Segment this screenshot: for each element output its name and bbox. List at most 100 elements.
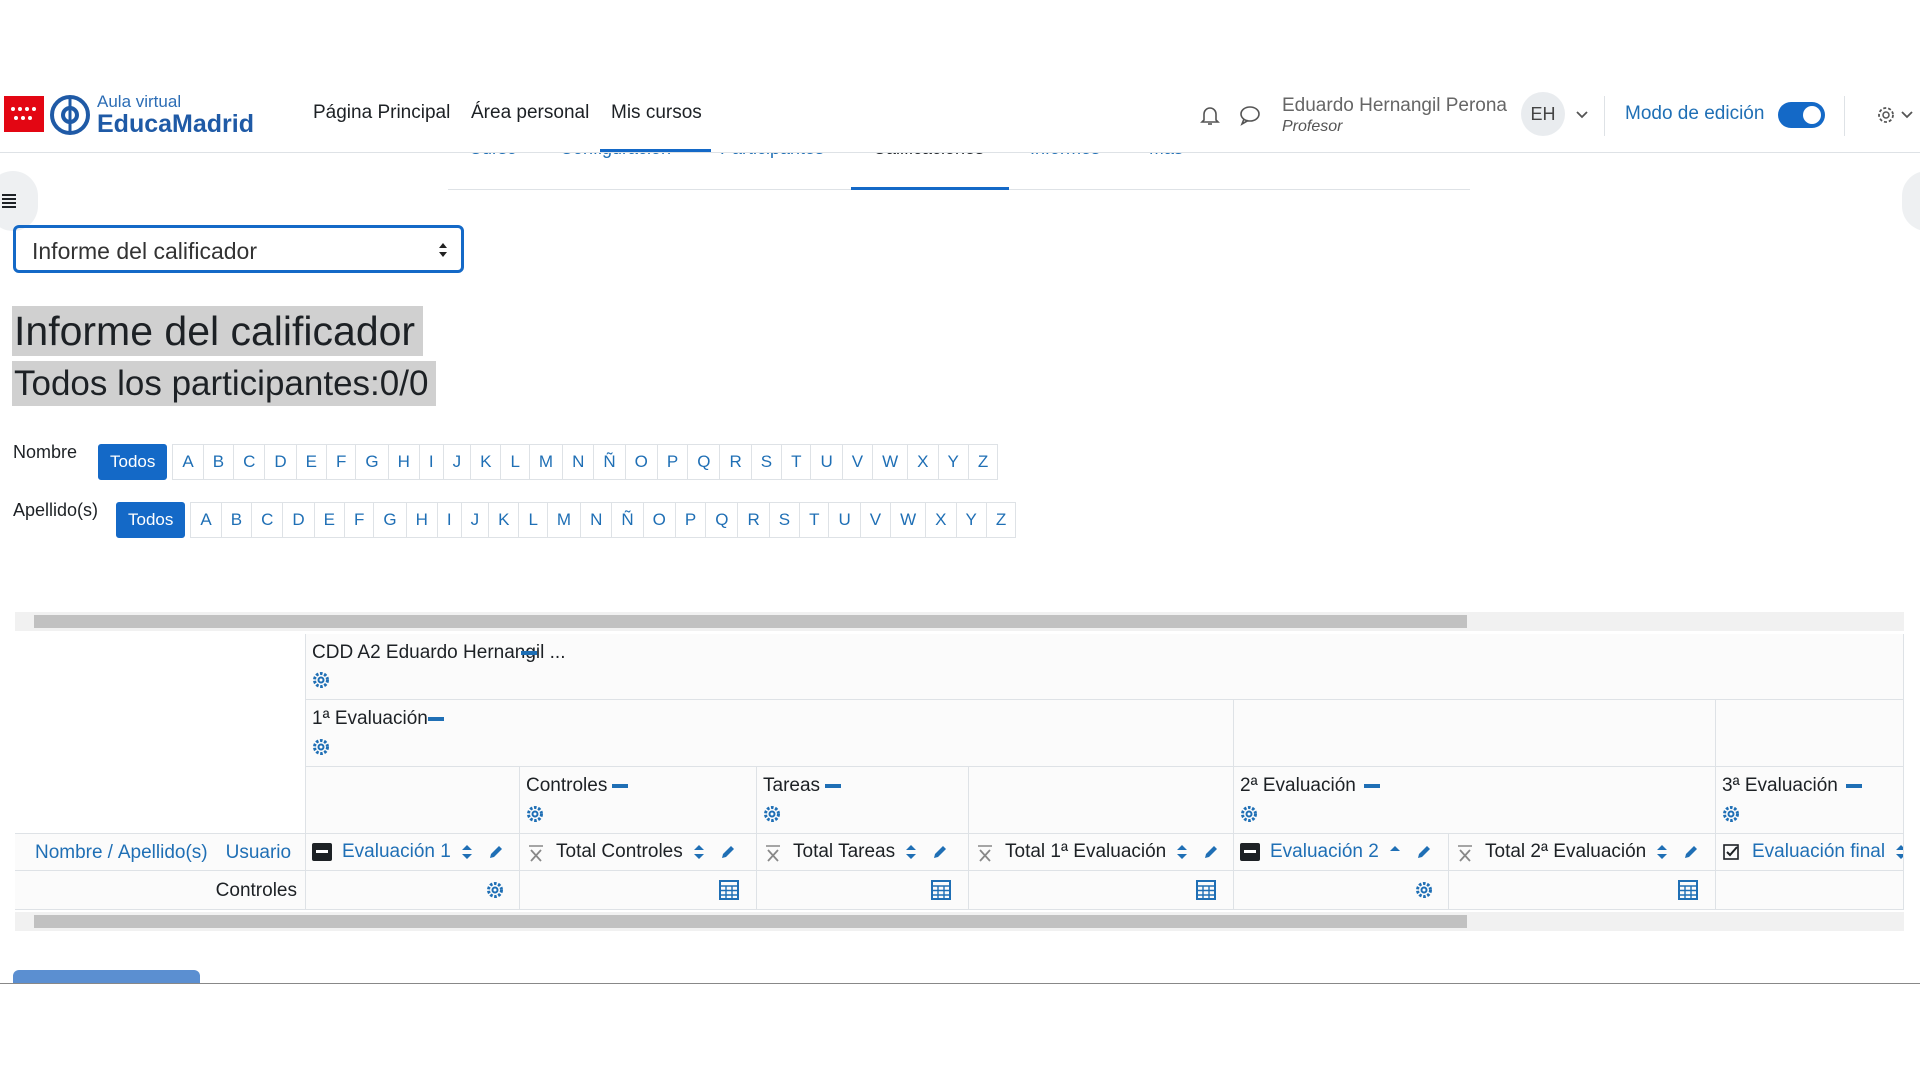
filter-letter[interactable]: R <box>737 502 770 538</box>
filter-letter[interactable]: A <box>172 444 204 480</box>
filter-letter[interactable]: M <box>528 444 564 480</box>
filter-letter[interactable]: C <box>233 444 266 480</box>
filter-letter[interactable]: T <box>781 444 812 480</box>
filter-letter[interactable]: X <box>907 444 939 480</box>
category-settings[interactable] <box>526 805 544 823</box>
filter-letter[interactable]: U <box>828 502 861 538</box>
filter-letter[interactable]: U <box>810 444 843 480</box>
filter-letter[interactable]: D <box>264 444 297 480</box>
filter-letter[interactable]: S <box>768 502 801 538</box>
drawer-toggle[interactable] <box>0 171 38 231</box>
block-drawer-toggle[interactable] <box>1902 171 1920 231</box>
filter-letter[interactable]: R <box>719 444 752 480</box>
filter-letter[interactable]: O <box>624 444 658 480</box>
user-menu-caret[interactable] <box>1574 108 1590 122</box>
filter-letter[interactable]: E <box>313 502 345 538</box>
filter-letter[interactable]: X <box>925 502 957 538</box>
item-title[interactable]: Evaluación 2 <box>1270 841 1379 862</box>
sort-link[interactable]: Usuario <box>225 842 292 863</box>
logo-small[interactable]: Aula virtual <box>97 92 182 111</box>
filter-letter[interactable]: N <box>562 444 595 480</box>
filter-letter[interactable]: P <box>656 444 689 480</box>
item-title[interactable]: Evaluación 1 <box>342 841 451 862</box>
sort-icon[interactable] <box>1176 843 1188 861</box>
filter-letter[interactable]: Q <box>687 444 721 480</box>
sort-icon[interactable] <box>1895 843 1903 861</box>
filter-letter[interactable]: A <box>190 502 222 538</box>
filter-letter[interactable]: H <box>405 502 438 538</box>
filter-letter[interactable]: Q <box>705 502 739 538</box>
scrollbar-bottom[interactable] <box>15 912 1904 931</box>
filter-letter[interactable]: Ñ <box>593 444 626 480</box>
filter-letter[interactable]: E <box>295 444 327 480</box>
course-settings[interactable] <box>312 671 330 689</box>
calculation-icon[interactable] <box>1196 880 1216 900</box>
filter-letter[interactable]: J <box>460 502 490 538</box>
collapse-icon[interactable] <box>825 783 841 789</box>
filter-letter[interactable]: C <box>251 502 284 538</box>
report-select[interactable]: Informe del calificador <box>13 225 464 273</box>
filter-letter[interactable]: B <box>220 502 253 538</box>
filter-letter[interactable]: O <box>642 502 676 538</box>
filter-letter[interactable]: L <box>518 502 548 538</box>
filter-letter[interactable]: L <box>500 444 530 480</box>
calculation-icon[interactable] <box>1678 880 1698 900</box>
edit-icon[interactable] <box>1415 843 1433 861</box>
filter-letter[interactable]: Y <box>937 444 969 480</box>
collapse-icon[interactable] <box>521 650 537 656</box>
filter-letter[interactable]: Y <box>955 502 987 538</box>
filter-letter[interactable]: D <box>282 502 315 538</box>
edit-icon[interactable] <box>1202 843 1220 861</box>
scroll-thumb[interactable] <box>34 915 1467 928</box>
messages-icon[interactable] <box>1238 103 1262 127</box>
filter-letter[interactable]: K <box>488 502 520 538</box>
sort-icon[interactable] <box>1656 843 1668 861</box>
filter-letter[interactable]: Z <box>967 444 999 480</box>
collapse-icon[interactable] <box>1846 783 1862 789</box>
calculation-icon[interactable] <box>719 880 739 900</box>
user-avatar[interactable]: EH <box>1521 92 1565 136</box>
filter-letter[interactable]: G <box>355 444 389 480</box>
nav-link[interactable]: Página Principal <box>313 102 451 123</box>
sort-icon[interactable] <box>905 843 917 861</box>
category-settings[interactable] <box>1240 805 1258 823</box>
sort-icon[interactable] <box>693 843 705 861</box>
sort-icon[interactable] <box>461 843 473 861</box>
filter-letter[interactable]: F <box>343 502 375 538</box>
settings-menu[interactable] <box>1874 103 1920 127</box>
filter-letter[interactable]: V <box>841 444 874 480</box>
filter-letter[interactable]: N <box>580 502 613 538</box>
sort-link[interactable]: Nombre <box>35 842 103 863</box>
category-settings[interactable] <box>312 738 330 756</box>
filter-letter[interactable]: I <box>436 502 462 538</box>
filter-letter[interactable]: T <box>799 502 830 538</box>
edit-icon[interactable] <box>719 843 737 861</box>
item-settings[interactable] <box>1415 881 1433 899</box>
filter-letter[interactable]: S <box>750 444 783 480</box>
filter-letter[interactable]: J <box>442 444 472 480</box>
filter-letter[interactable]: G <box>373 502 407 538</box>
scroll-thumb[interactable] <box>34 615 1467 628</box>
scrollbar-top[interactable] <box>15 612 1904 631</box>
filter-letter[interactable]: V <box>859 502 892 538</box>
filter-letter[interactable]: Ñ <box>611 502 644 538</box>
filter-letter[interactable]: I <box>418 444 444 480</box>
item-title[interactable]: Evaluación final <box>1752 841 1886 862</box>
category-settings[interactable] <box>763 805 781 823</box>
filter-letter[interactable]: M <box>546 502 582 538</box>
item-settings[interactable] <box>486 881 504 899</box>
sort-icon[interactable] <box>1389 843 1401 861</box>
user-name[interactable]: Eduardo Hernangil Perona <box>1282 95 1507 116</box>
notifications-icon[interactable] <box>1198 103 1222 127</box>
filter-letter[interactable]: W <box>872 444 909 480</box>
filter-letter[interactable]: F <box>325 444 357 480</box>
filter-letter[interactable]: Z <box>985 502 1017 538</box>
collapse-icon[interactable] <box>612 783 628 789</box>
edit-mode-label[interactable]: Modo de edición <box>1625 103 1765 124</box>
filter-letter[interactable]: W <box>890 502 927 538</box>
nav-link[interactable]: Mis cursos <box>611 102 702 123</box>
filter-all[interactable]: Todos <box>98 444 168 480</box>
edit-mode-toggle[interactable] <box>1778 102 1825 128</box>
edit-icon[interactable] <box>1682 843 1700 861</box>
edit-icon[interactable] <box>487 843 505 861</box>
